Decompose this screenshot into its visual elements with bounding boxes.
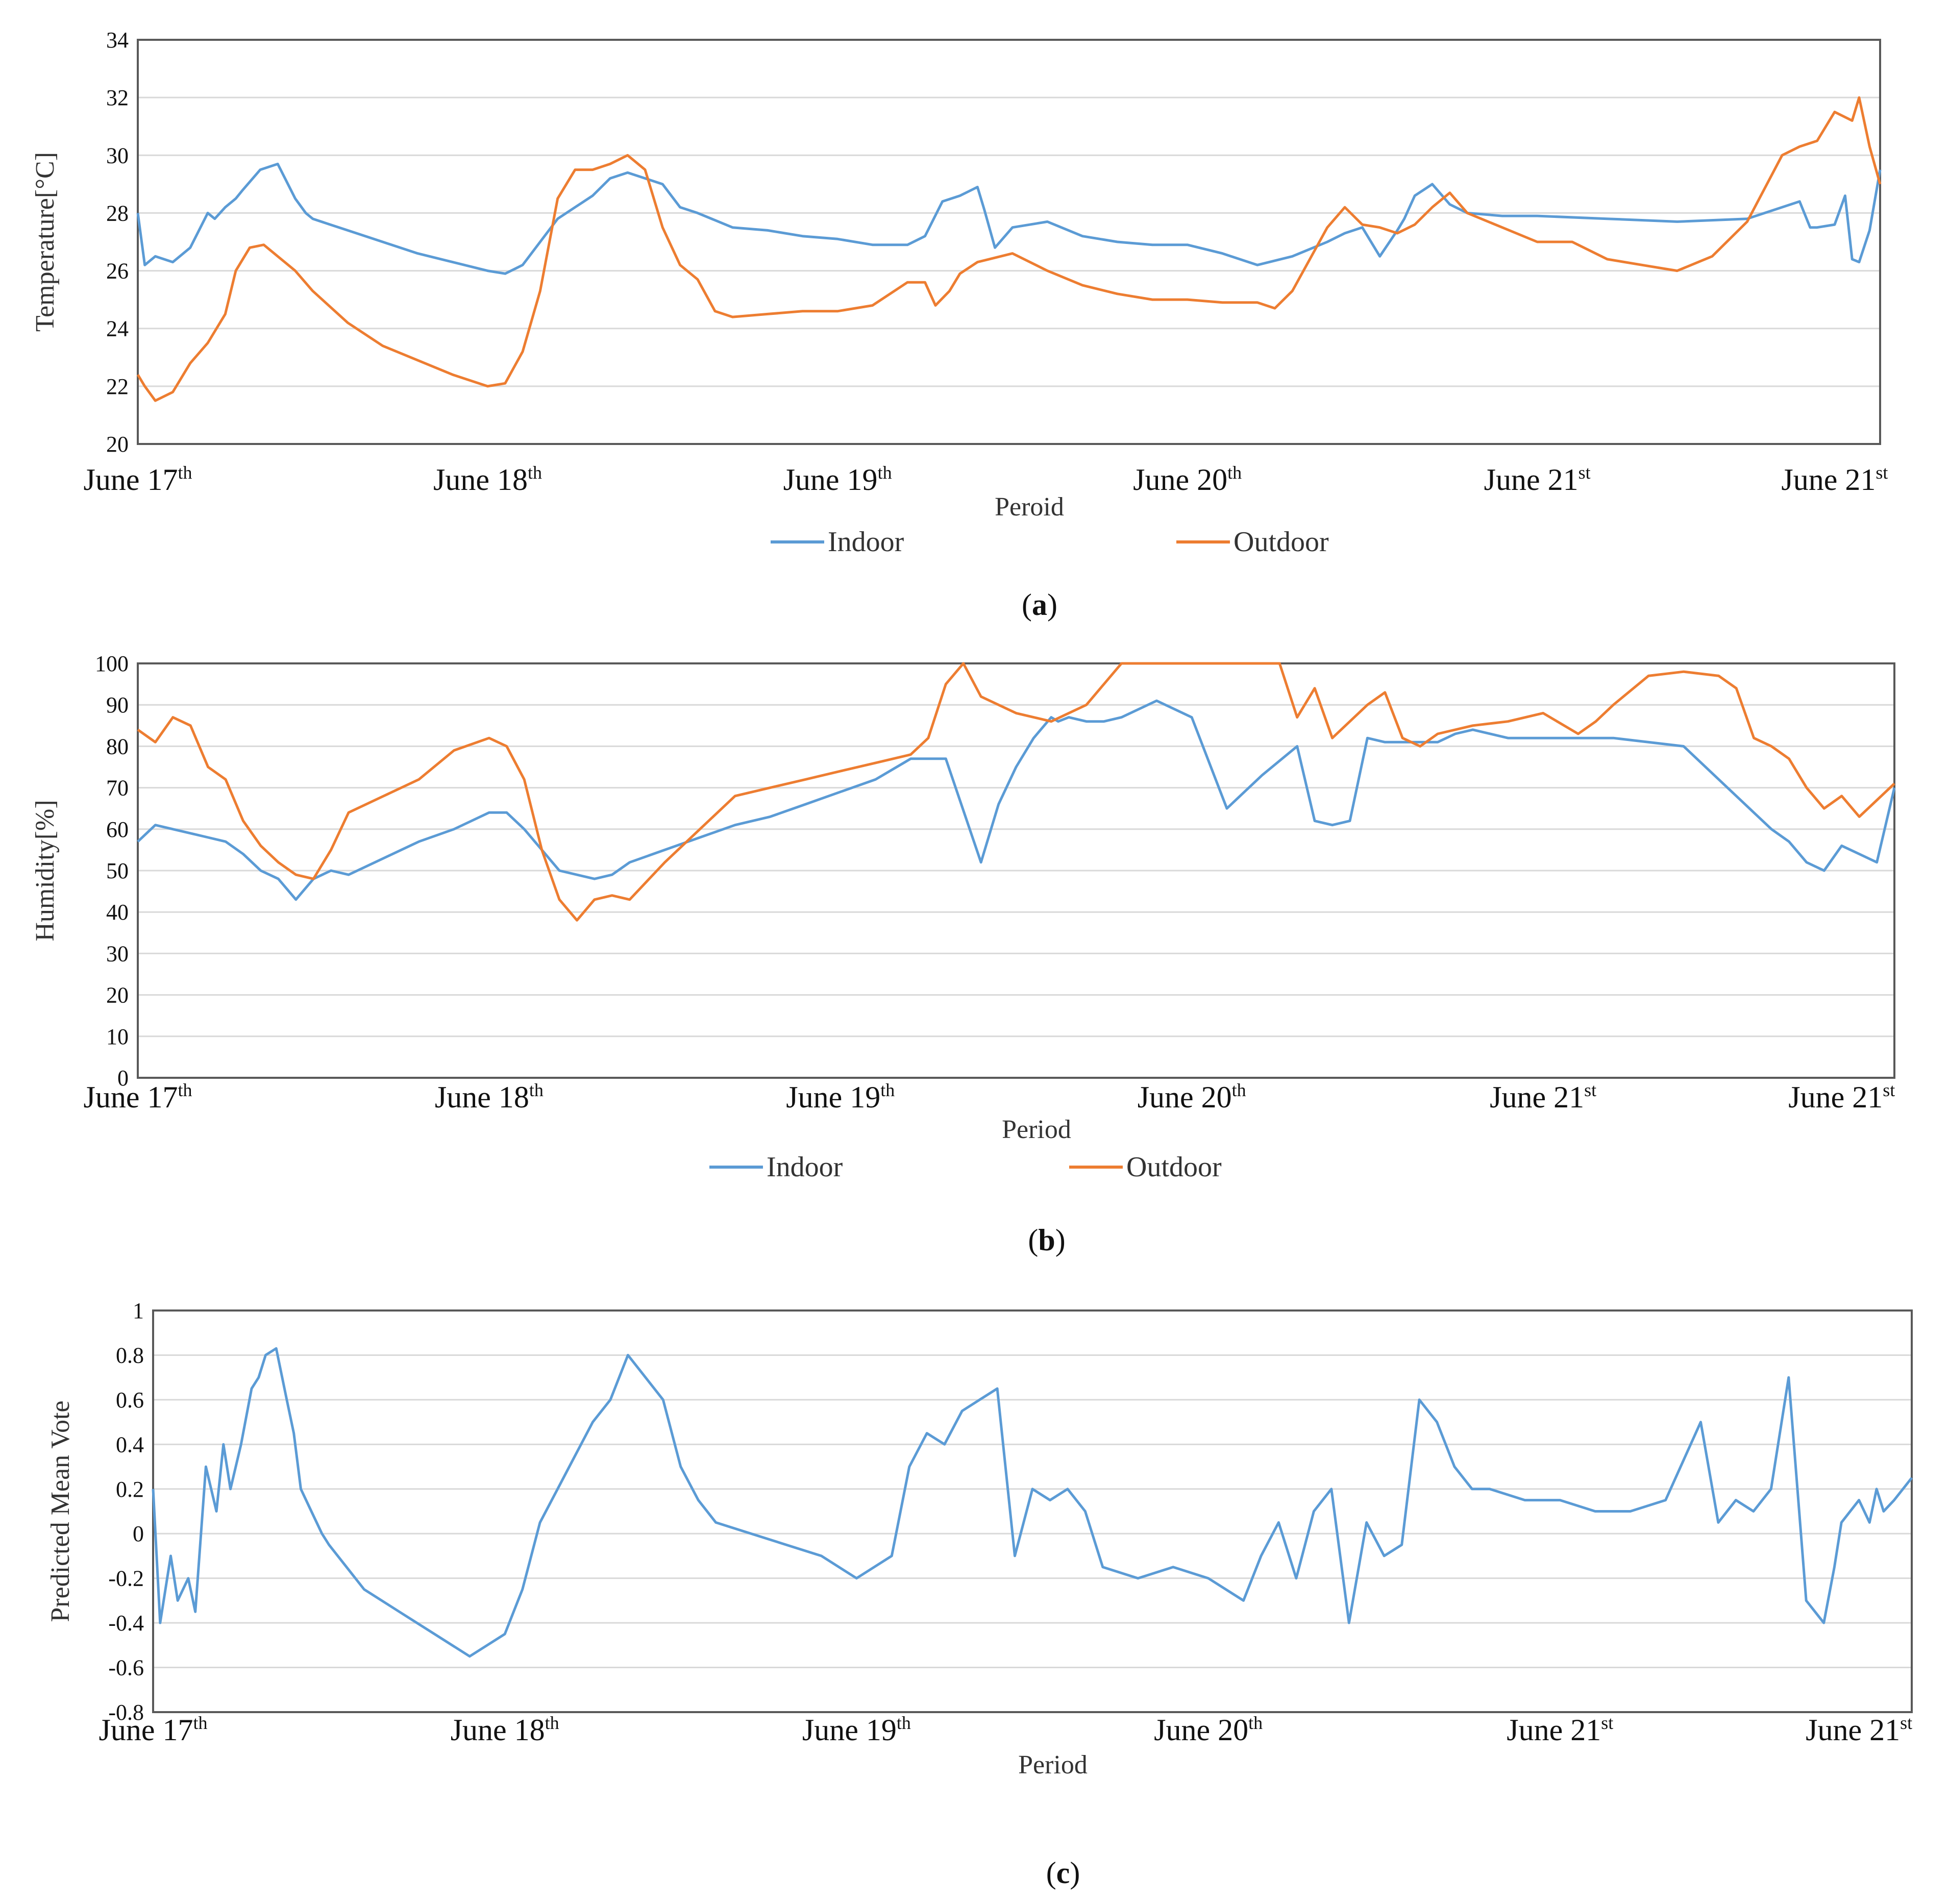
x-tick-label: June 19th bbox=[786, 1080, 895, 1114]
x-tick-label: June 17th bbox=[84, 462, 192, 497]
x-tick-label: June 20th bbox=[1138, 1080, 1246, 1114]
y-tick-label: 40 bbox=[106, 900, 129, 925]
y-tick-label: 0.6 bbox=[116, 1388, 144, 1413]
series-line-outdoor bbox=[136, 96, 1882, 402]
y-axis-title: Predicted Mean Vote bbox=[46, 1400, 75, 1622]
x-tick-label: June 18th bbox=[435, 1080, 544, 1114]
legend-item-indoor: Indoor bbox=[709, 1151, 843, 1183]
y-tick-label: 10 bbox=[106, 1024, 129, 1049]
x-axis-title: Peroid bbox=[995, 492, 1064, 522]
y-tick-label: -0.6 bbox=[108, 1655, 144, 1680]
y-tick-label: 0.4 bbox=[116, 1432, 144, 1457]
x-axis-title: Period bbox=[1018, 1750, 1088, 1779]
x-tick-label: June 18th bbox=[451, 1713, 559, 1747]
x-tick-label: June 19th bbox=[802, 1713, 911, 1747]
chart-panel-b: 0 10 20 30 40 50 60 70 80 90 100 June 17th June 18th… bbox=[31, 651, 1896, 1257]
series-line-pmv bbox=[152, 1347, 1913, 1658]
legend-label: Outdoor bbox=[1126, 1151, 1222, 1183]
y-tick-label: 34 bbox=[106, 28, 129, 53]
y-axis-title: Humidity[%] bbox=[31, 800, 60, 941]
y-tick-label: 70 bbox=[106, 776, 129, 801]
panel-label: (c) bbox=[1046, 1856, 1080, 1890]
y-tick-label: 20 bbox=[106, 432, 129, 457]
x-axis-title: Period bbox=[1002, 1115, 1071, 1144]
x-tick-label: June 21st bbox=[1806, 1713, 1912, 1747]
y-tick-label: 24 bbox=[106, 316, 129, 341]
y-tick-label: 80 bbox=[106, 734, 129, 759]
y-tick-label: 28 bbox=[106, 201, 129, 226]
panel-label: (a) bbox=[1022, 588, 1057, 622]
x-tick-label: June 21st bbox=[1490, 1080, 1596, 1114]
y-tick-label: 1 bbox=[133, 1298, 144, 1323]
y-tick-label: 20 bbox=[106, 983, 129, 1008]
legend-item-outdoor: Outdoor bbox=[1069, 1151, 1222, 1183]
x-tick-label: June 17th bbox=[84, 1080, 192, 1114]
legend-label: Indoor bbox=[767, 1151, 843, 1183]
y-tick-label: 60 bbox=[106, 817, 129, 842]
y-tick-label: 100 bbox=[95, 651, 129, 676]
x-tick-label: June 20th bbox=[1133, 462, 1242, 497]
y-axis-title: Temperature[°C] bbox=[31, 152, 60, 332]
y-tick-label: -0.4 bbox=[108, 1611, 144, 1636]
y-tick-label: 0 bbox=[117, 1066, 129, 1091]
x-tick-label: June 18th bbox=[433, 462, 542, 497]
legend-item-indoor: Indoor bbox=[771, 526, 904, 558]
series-line-outdoor bbox=[137, 662, 1895, 922]
x-tick-label: June 21st bbox=[1484, 462, 1591, 497]
series-line-indoor bbox=[137, 699, 1896, 901]
x-tick-label: June 17th bbox=[99, 1713, 208, 1747]
y-tick-label: 30 bbox=[106, 941, 129, 966]
x-tick-label: June 19th bbox=[783, 462, 892, 497]
chart-panel-a: 20 22 24 26 28 30 32 34 June 17th June 18th June 1… bbox=[31, 28, 1888, 622]
y-tick-label: 26 bbox=[106, 259, 129, 284]
y-tick-label: 50 bbox=[106, 858, 129, 883]
y-tick-label: 90 bbox=[106, 693, 129, 718]
plot-frame bbox=[152, 1309, 1913, 1713]
legend-label: Indoor bbox=[828, 526, 904, 558]
y-tick-label: 22 bbox=[106, 374, 129, 399]
legend-item-outdoor: Outdoor bbox=[1176, 526, 1329, 558]
y-tick-label: 0.8 bbox=[116, 1343, 144, 1368]
plot-frame bbox=[137, 662, 1895, 1079]
legend-label: Outdoor bbox=[1233, 526, 1329, 558]
y-tick-label: 30 bbox=[106, 143, 129, 168]
x-tick-label: June 20th bbox=[1154, 1713, 1263, 1747]
x-tick-label: June 21st bbox=[1788, 1080, 1895, 1114]
series-line-indoor bbox=[136, 162, 1882, 275]
x-tick-label: June 21st bbox=[1507, 1713, 1613, 1747]
x-tick-label: June 21st bbox=[1781, 462, 1888, 497]
y-tick-label: 0.2 bbox=[116, 1477, 144, 1502]
plot-frame bbox=[137, 39, 1881, 445]
chart-panel-c: -0.8 -0.6 -0.4 -0.2 0 0.2 0.4 0.6 0.8 1 June 17th J… bbox=[46, 1298, 1913, 1890]
y-tick-label: 0 bbox=[133, 1521, 144, 1546]
y-tick-label: -0.2 bbox=[108, 1566, 144, 1591]
y-tick-label: -0.8 bbox=[108, 1700, 144, 1725]
y-tick-label: 32 bbox=[106, 85, 129, 110]
panel-label: (b) bbox=[1028, 1223, 1065, 1257]
